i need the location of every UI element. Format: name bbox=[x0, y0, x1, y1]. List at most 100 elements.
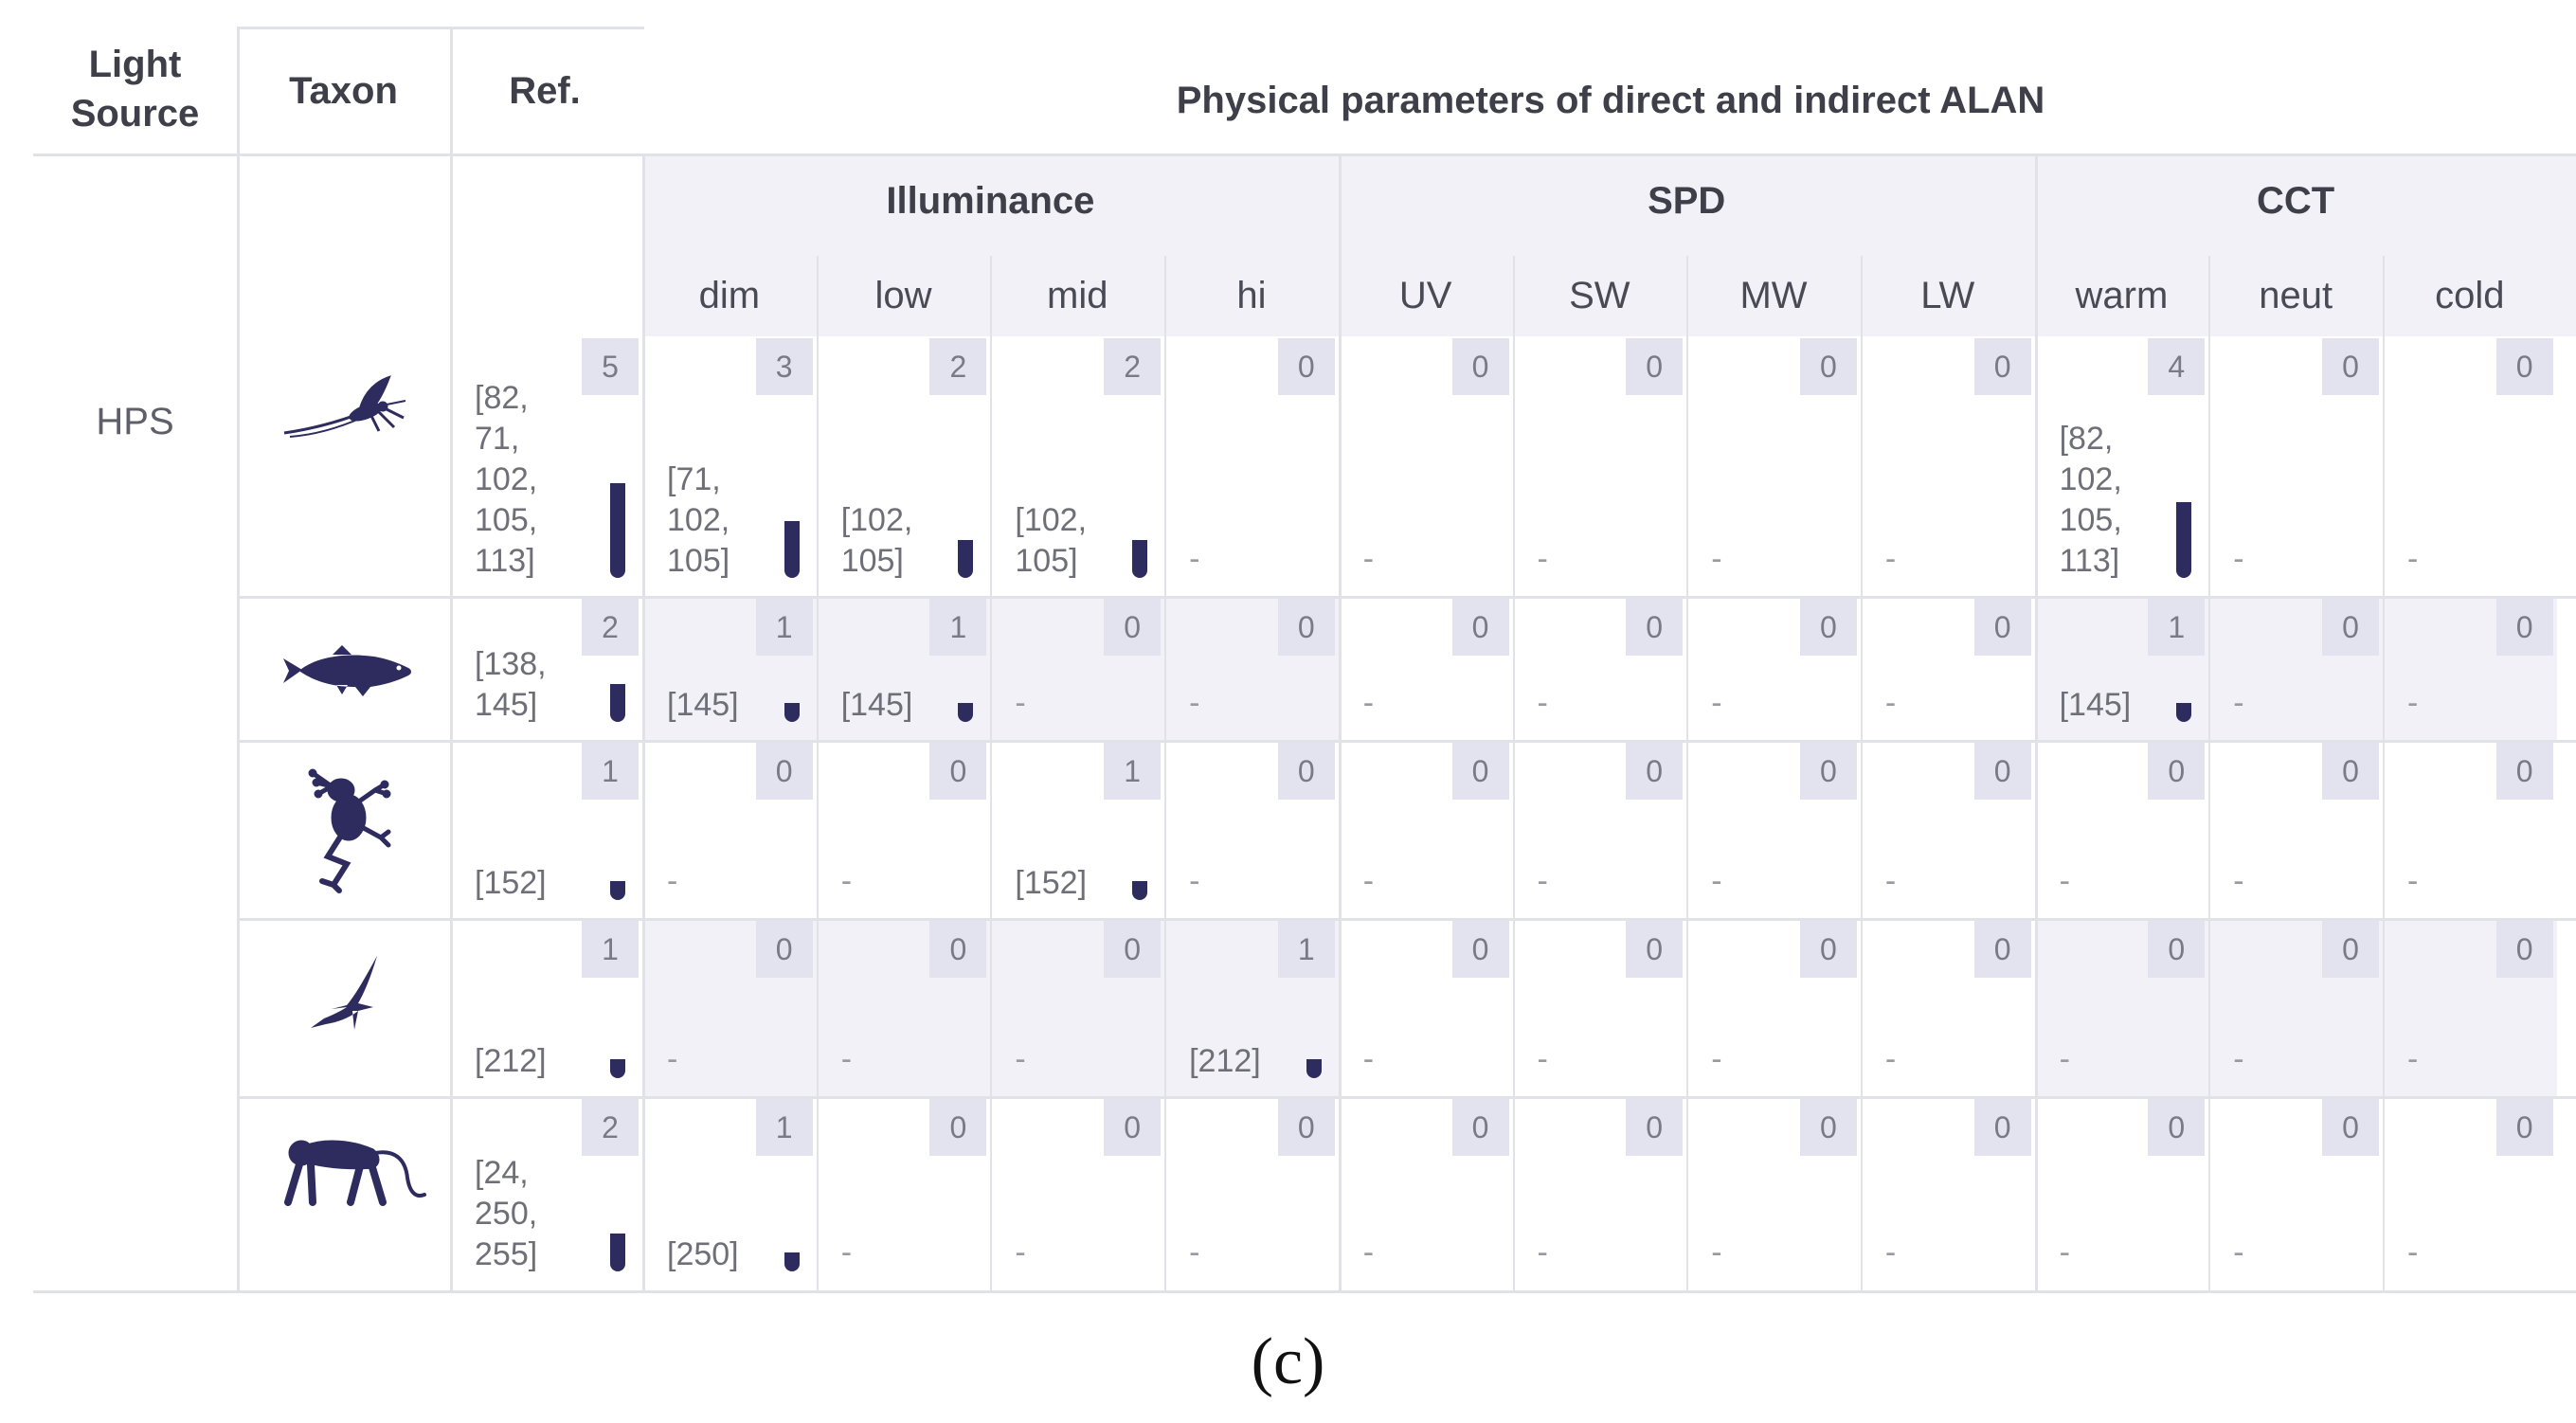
count-badge: 0 bbox=[1799, 743, 1857, 800]
empty-dash: - bbox=[2059, 1041, 2070, 1077]
count-badge: 0 bbox=[2495, 743, 2553, 800]
count-badge: 0 bbox=[2148, 921, 2206, 978]
cell-divider bbox=[2208, 256, 2211, 1290]
empty-dash: - bbox=[840, 863, 853, 899]
count-badge: 0 bbox=[1277, 599, 1335, 656]
count-badge: 0 bbox=[2322, 599, 2379, 656]
count-badge: 0 bbox=[1104, 921, 1162, 978]
count-badge: 0 bbox=[1626, 338, 1684, 395]
reference-list: [212] bbox=[1189, 1043, 1261, 1079]
empty-dash: - bbox=[2059, 863, 2070, 899]
column-header-lw: LW bbox=[1920, 275, 1975, 316]
group-divider bbox=[1338, 156, 1342, 1290]
bird-icon bbox=[311, 956, 377, 1030]
count-badge: 0 bbox=[1973, 338, 2031, 395]
reference-list: [152] bbox=[1015, 865, 1088, 901]
reference-list: [24, 250, 255] bbox=[475, 1155, 538, 1272]
count-badge: 0 bbox=[1799, 599, 1857, 656]
empty-dash: - bbox=[1362, 541, 1375, 577]
column-divider bbox=[450, 27, 453, 1290]
empty-dash: - bbox=[840, 1041, 853, 1077]
empty-dash: - bbox=[2233, 863, 2244, 899]
count-bar bbox=[610, 684, 625, 722]
count-badge: 0 bbox=[1799, 1099, 1857, 1156]
count-badge: 0 bbox=[1799, 921, 1857, 978]
empty-dash: - bbox=[1362, 685, 1375, 721]
count-badge: 1 bbox=[2148, 599, 2206, 656]
cell-divider bbox=[1164, 256, 1167, 1290]
empty-dash: - bbox=[1537, 863, 1548, 899]
reference-list: [82, 102, 105, 113] bbox=[2059, 421, 2122, 579]
column-header-low: low bbox=[874, 275, 932, 316]
rule-bottom bbox=[33, 1290, 2576, 1293]
count-badge: 0 bbox=[1973, 921, 2031, 978]
cell-divider bbox=[1686, 256, 1689, 1290]
count-badge: 1 bbox=[1277, 921, 1335, 978]
count-badge: 0 bbox=[1626, 743, 1684, 800]
count-badge: 2 bbox=[929, 338, 987, 395]
fish-icon bbox=[283, 645, 411, 696]
column-header-mid: mid bbox=[1047, 275, 1108, 316]
count-bar bbox=[1132, 540, 1148, 578]
empty-dash: - bbox=[1537, 1234, 1548, 1270]
count-bar bbox=[610, 483, 625, 578]
chart-title: Physical parameters of direct and indire… bbox=[1176, 80, 2045, 121]
empty-dash: - bbox=[1015, 1234, 1026, 1270]
empty-dash: - bbox=[1711, 863, 1722, 899]
count-badge: 1 bbox=[1104, 743, 1162, 800]
count-bar bbox=[1306, 1059, 1322, 1078]
count-bar bbox=[1132, 881, 1148, 900]
count-badge: 5 bbox=[582, 338, 639, 395]
empty-dash: - bbox=[1362, 1041, 1375, 1077]
count-badge: 1 bbox=[582, 743, 639, 800]
count-badge: 0 bbox=[1973, 599, 2031, 656]
empty-dash: - bbox=[1362, 1234, 1375, 1270]
column-header-neut: neut bbox=[2259, 275, 2333, 316]
empty-dash: - bbox=[2407, 1041, 2419, 1077]
count-badge: 1 bbox=[755, 599, 813, 656]
count-badge: 0 bbox=[1973, 743, 2031, 800]
empty-dash: - bbox=[2233, 685, 2244, 721]
reference-list: [82, 71, 102, 105, 113] bbox=[475, 380, 538, 579]
reference-list: [152] bbox=[475, 865, 547, 901]
rule-top bbox=[237, 27, 644, 29]
reference-list: [145] bbox=[840, 687, 913, 723]
count-badge: 0 bbox=[1799, 338, 1857, 395]
count-badge: 2 bbox=[582, 1099, 639, 1156]
reference-list: [102, 105] bbox=[1015, 502, 1088, 579]
frog-icon bbox=[308, 768, 391, 893]
empty-dash: - bbox=[1537, 685, 1548, 721]
count-badge: 0 bbox=[1104, 1099, 1162, 1156]
header-ref: Ref. bbox=[509, 70, 581, 112]
monkey-icon bbox=[284, 1140, 426, 1206]
count-badge: 0 bbox=[1451, 921, 1509, 978]
count-badge: 0 bbox=[929, 1099, 987, 1156]
count-bar bbox=[958, 540, 974, 578]
rule-header bbox=[33, 153, 2576, 156]
empty-dash: - bbox=[1015, 685, 1026, 721]
count-badge: 0 bbox=[2495, 921, 2553, 978]
count-badge: 3 bbox=[755, 338, 813, 395]
count-badge: 0 bbox=[1451, 599, 1509, 656]
count-bar bbox=[610, 1234, 625, 1271]
empty-dash: - bbox=[2233, 1041, 2244, 1077]
count-badge: 0 bbox=[1277, 743, 1335, 800]
parameter-header-band bbox=[642, 156, 2576, 336]
cell-divider bbox=[1512, 256, 1515, 1290]
reference-list: [138, 145] bbox=[475, 646, 547, 723]
empty-dash: - bbox=[1537, 1041, 1548, 1077]
count-bar bbox=[784, 1252, 800, 1271]
light-source-label: HPS bbox=[96, 401, 174, 442]
count-badge: 0 bbox=[2495, 338, 2553, 395]
empty-dash: - bbox=[1537, 541, 1548, 577]
empty-dash: - bbox=[1189, 541, 1200, 577]
count-badge: 0 bbox=[755, 921, 813, 978]
header-light-source: Light Source bbox=[70, 44, 200, 135]
cell-divider bbox=[816, 256, 819, 1290]
empty-dash: - bbox=[1362, 863, 1375, 899]
empty-dash: - bbox=[1711, 685, 1722, 721]
empty-dash: - bbox=[1189, 863, 1200, 899]
row-divider bbox=[237, 1096, 2576, 1099]
count-badge: 0 bbox=[1973, 1099, 2031, 1156]
count-bar bbox=[610, 1059, 625, 1078]
